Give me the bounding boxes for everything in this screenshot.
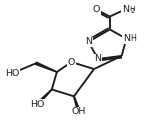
Text: N: N <box>122 5 129 14</box>
Text: O: O <box>92 5 100 14</box>
Text: 2: 2 <box>130 8 134 14</box>
Text: OH: OH <box>72 107 86 116</box>
Text: N: N <box>123 34 130 43</box>
Text: O: O <box>68 58 75 67</box>
Text: N: N <box>94 54 101 63</box>
Text: H: H <box>131 34 137 43</box>
Polygon shape <box>35 62 57 72</box>
Text: N: N <box>85 37 92 46</box>
Text: H: H <box>129 6 135 12</box>
Polygon shape <box>36 89 52 105</box>
Text: HO: HO <box>30 100 44 109</box>
Polygon shape <box>74 96 80 112</box>
Text: HO: HO <box>5 69 19 78</box>
